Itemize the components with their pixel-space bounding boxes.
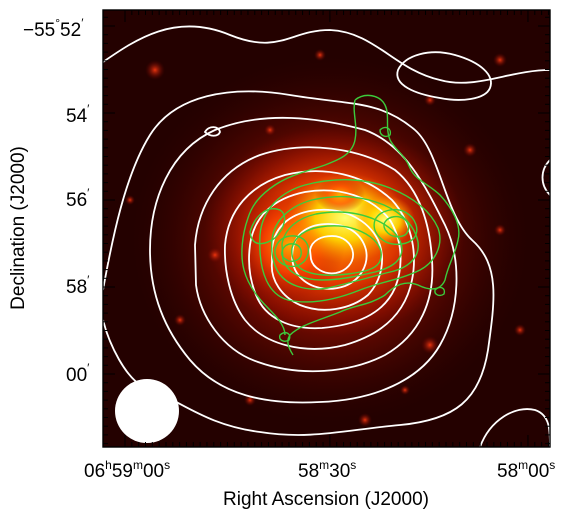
radio-contour-right-edge [541, 159, 550, 196]
x-tick-label-0: 06h59m00s [84, 458, 170, 482]
xray-contour-9 [281, 243, 302, 262]
xray-contour-11 [379, 126, 392, 138]
radio-contour-5 [248, 189, 402, 330]
y-tick-labels: −55°52′ 54′ 56′ 58′ 00′ [23, 16, 90, 386]
beam-ellipse [115, 379, 179, 443]
y-tick-label-2: 56′ [66, 186, 90, 211]
xray-contour-1b [241, 99, 357, 336]
y-tick-label-0: −55°52′ [23, 16, 84, 41]
radio-contour-small-1 [203, 126, 221, 137]
emission-image [103, 10, 550, 447]
xray-contour-6 [373, 208, 418, 246]
y-axis-title: Declination (J2000) [8, 146, 29, 310]
y-tick-label-1: 54′ [66, 102, 90, 127]
xray-contour-3 [270, 195, 419, 290]
x-axis-title: Right Ascension (J2000) [223, 489, 429, 510]
xray-contour-8 [274, 235, 310, 268]
xray-contour-4 [281, 211, 403, 281]
xray-contour-5 [291, 225, 382, 276]
radio-contour-2 [149, 116, 458, 404]
y-tick-label-3: 58′ [66, 273, 90, 298]
xray-contour-10 [249, 208, 286, 245]
xray-contour-2 [259, 179, 441, 303]
xray-contour-1 [287, 94, 460, 356]
radio-contour-outer-2 [103, 90, 495, 436]
radio-contour-4 [224, 170, 415, 350]
xray-contour-12 [434, 286, 446, 297]
plot-frame [102, 9, 551, 448]
axis-ticks [103, 10, 550, 447]
radio-contour-8 [309, 235, 354, 275]
xray-contour-13 [278, 332, 291, 342]
y-tick-label-4: 00′ [66, 361, 90, 386]
x-tick-labels: 06h59m00s 58m30s 58m00s [84, 458, 555, 482]
radio-contour-outer-1 [103, 25, 550, 84]
xray-contours [241, 94, 460, 356]
xray-contour-7 [383, 215, 410, 238]
x-tick-label-2: 58m00s [497, 458, 555, 482]
x-tick-label-1: 58m30s [298, 458, 356, 482]
radio-contour-topright [396, 51, 492, 101]
